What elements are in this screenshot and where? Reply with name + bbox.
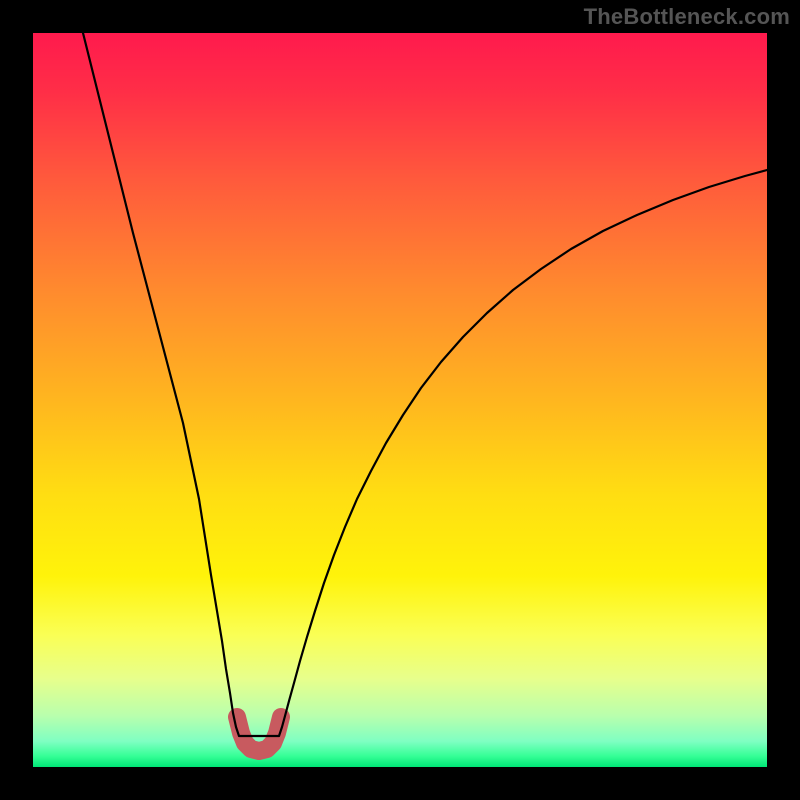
plot-wrap — [0, 0, 800, 800]
watermark-text: TheBottleneck.com — [584, 4, 790, 30]
plot-background — [33, 33, 767, 767]
plot-svg — [0, 0, 800, 800]
chart-root: TheBottleneck.com — [0, 0, 800, 800]
